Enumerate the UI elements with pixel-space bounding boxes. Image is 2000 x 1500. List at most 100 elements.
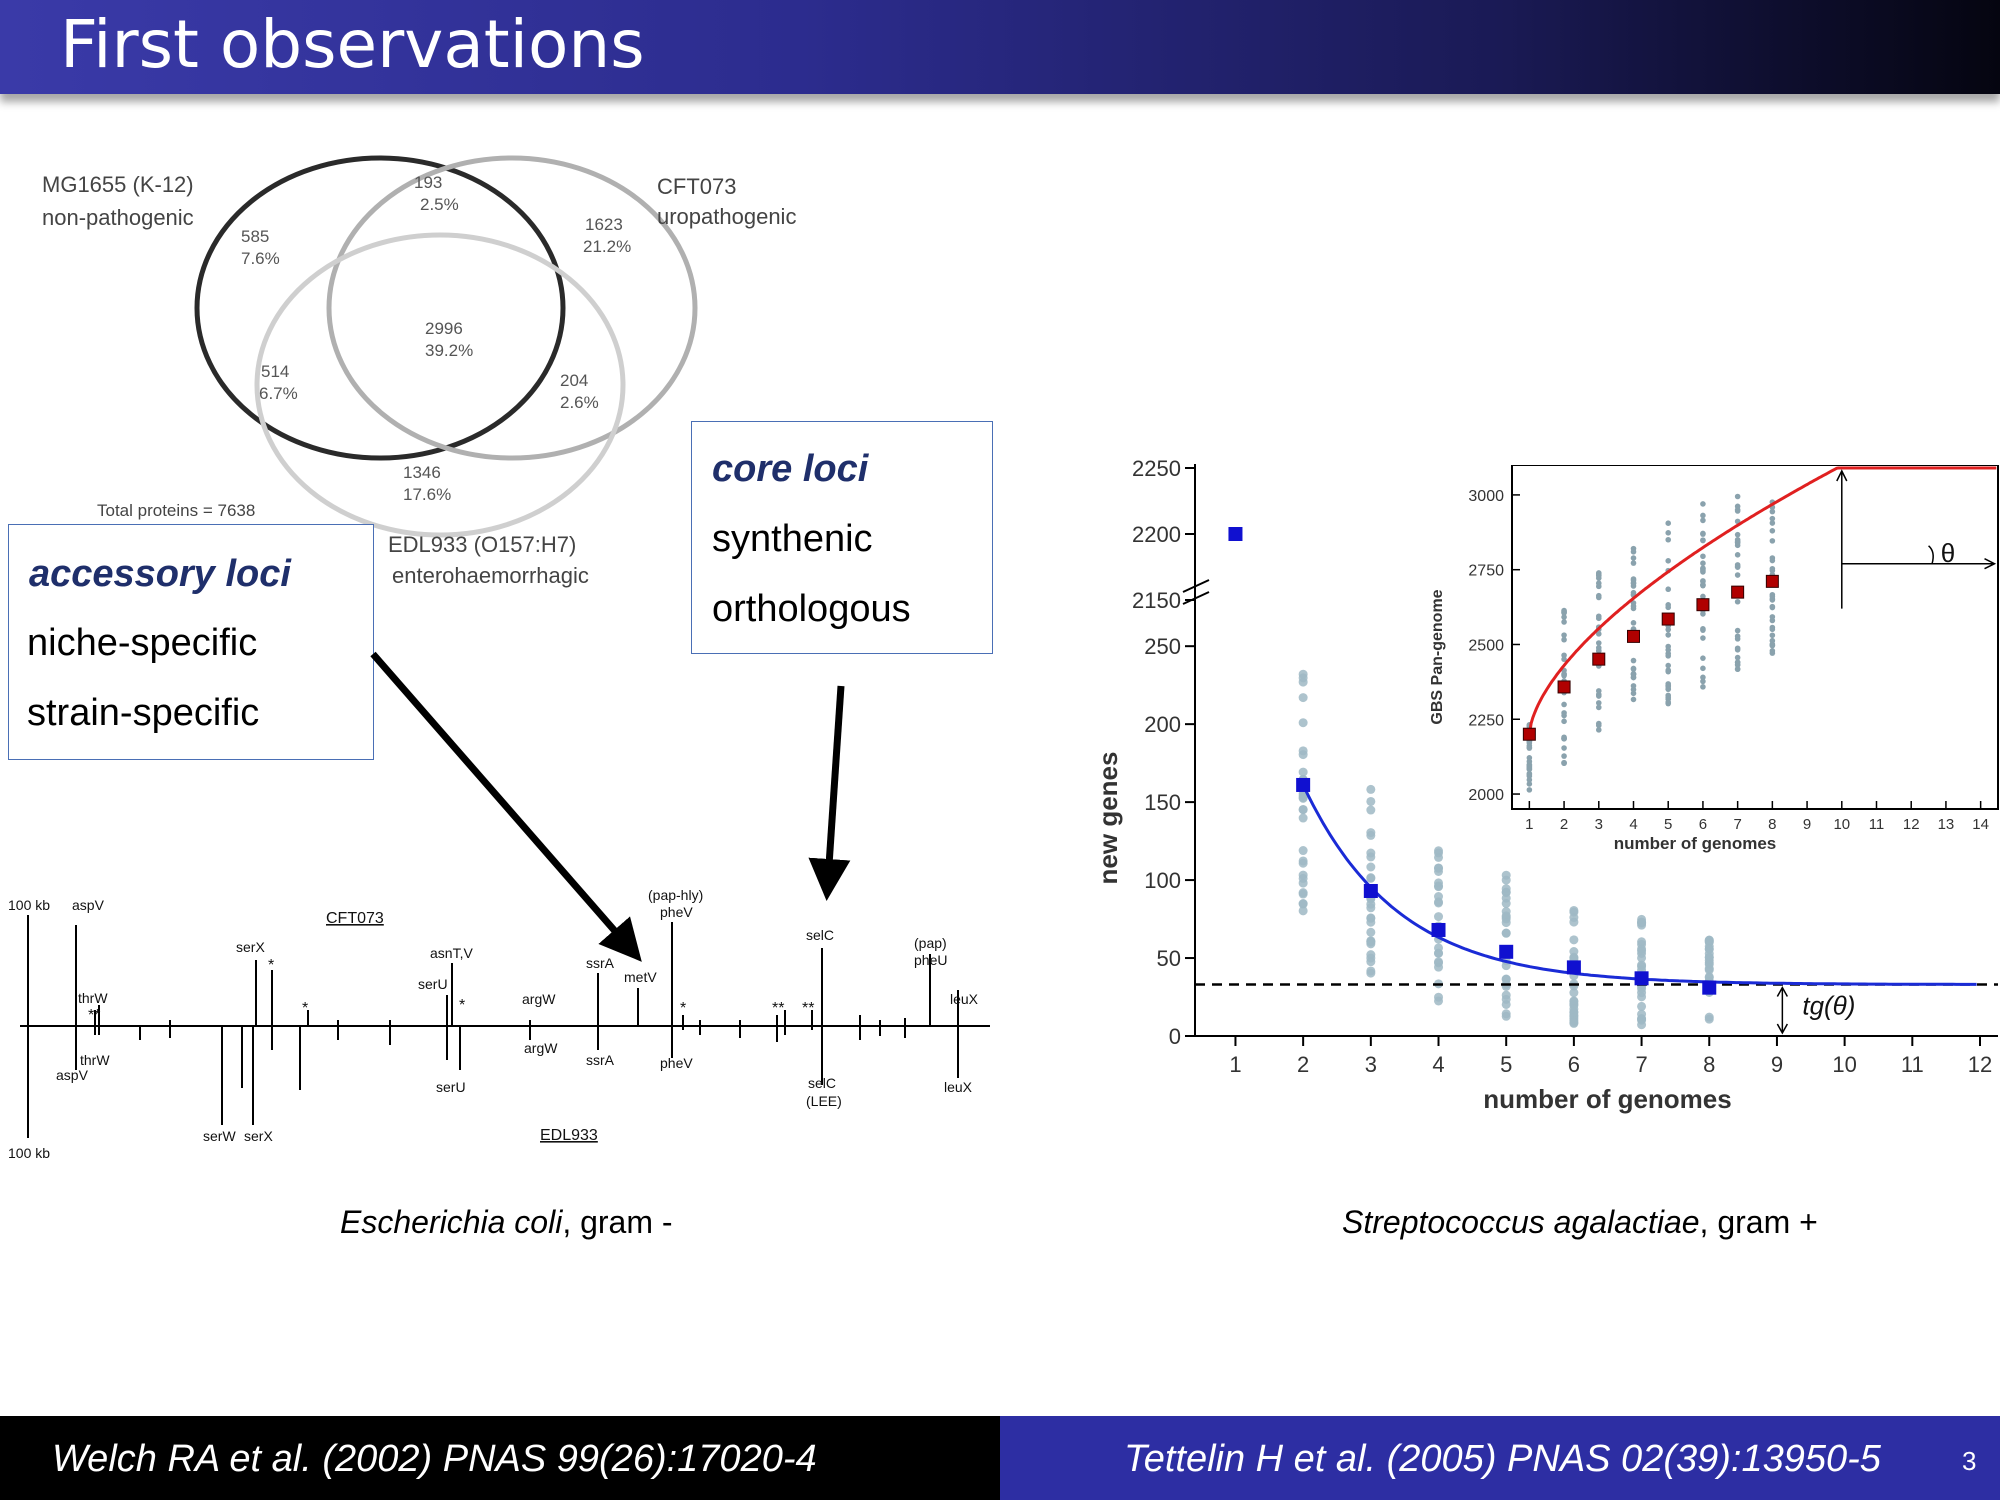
inset-x-tick-label: 8 (1768, 816, 1776, 833)
inset-replicate-point (1595, 631, 1602, 637)
venn-region-pct: 2.6% (560, 393, 599, 412)
replicate-point (1298, 718, 1308, 728)
replicate-point (1434, 957, 1444, 967)
inset-replicate-point (1630, 580, 1637, 587)
x-tick-label: 4 (1432, 1052, 1444, 1077)
gene-label: metV (624, 969, 657, 985)
inset-replicate-point (1700, 627, 1706, 633)
replicate-point (1501, 893, 1511, 903)
right-caption: Streptococcus agalactiae, gram + (1342, 1204, 1818, 1241)
inset-replicate-point (1700, 569, 1706, 575)
replicate-point (1434, 852, 1444, 862)
replicate-point (1637, 1020, 1647, 1030)
x-tick-label: 5 (1500, 1052, 1512, 1077)
inset-replicate-point (1700, 517, 1706, 524)
inset-replicate-point (1630, 657, 1637, 664)
star-marker: * (302, 1000, 308, 1017)
inset-replicate-point (1665, 699, 1672, 705)
venn-region-count: 1346 (403, 463, 441, 482)
inset-replicate-point (1665, 602, 1672, 608)
genome-map: 100 kb 100 kb CFT073 EDL933 aspV thrW se… (8, 887, 990, 1161)
replicate-point (1637, 917, 1647, 927)
inset-replicate-point (1630, 696, 1637, 703)
inset-x-tick-label: 14 (1972, 816, 1989, 833)
inset-replicate-point (1630, 690, 1637, 697)
y-tick-label: 200 (1144, 712, 1181, 737)
gene-label: pheV (660, 1055, 693, 1071)
inset-replicate-point (1769, 632, 1776, 639)
inset-x-tick-label: 2 (1560, 816, 1568, 833)
x-tick-label: 12 (1968, 1052, 1992, 1077)
replicate-point (1366, 927, 1376, 937)
inset-data-point (1522, 727, 1536, 741)
gene-label: serU (418, 976, 448, 992)
inset-replicate-point (1700, 501, 1706, 507)
inset-replicate-point (1700, 582, 1706, 588)
inset-replicate-point (1526, 766, 1533, 773)
replicate-point (1298, 888, 1308, 898)
inset-y-tick-label: 3000 (1468, 488, 1504, 505)
inset-replicate-point (1595, 592, 1602, 599)
y-tick-label: 50 (1157, 946, 1181, 971)
theta-annotation: θ (1941, 538, 1955, 568)
tg-arrowhead (1776, 1023, 1789, 1035)
replicate-point (1569, 1017, 1579, 1027)
inset-replicate-point (1734, 633, 1741, 640)
inset-replicate-point (1769, 650, 1776, 656)
replicate-point (1434, 846, 1444, 856)
replicate-point (1434, 881, 1444, 891)
accessory-loci-line: strain-specific (27, 692, 260, 734)
inset-replicate-point (1734, 552, 1741, 558)
venn-region-pct: 39.2% (425, 341, 473, 360)
gene-label: (pap-hly) (648, 887, 703, 903)
venn-circle-mg1655 (194, 155, 566, 461)
gene-label: pheU (914, 952, 947, 968)
inset-replicate-point (1561, 614, 1567, 620)
inset-replicate-point (1561, 652, 1567, 659)
replicate-point (1298, 813, 1308, 823)
venn-region-count: 2996 (425, 319, 463, 338)
theta-arrowhead (1984, 558, 1997, 570)
core-loci-heading: core loci (712, 448, 869, 490)
inset-x-tick-label: 7 (1733, 816, 1741, 833)
inset-replicate-point (1665, 520, 1672, 527)
star-marker: * (268, 957, 274, 974)
inset-replicate-point (1769, 538, 1776, 544)
gene-label: leuX (950, 991, 979, 1007)
inset-x-tick-label: 13 (1938, 816, 1955, 833)
venn-strain3-name: EDL933 (O157:H7) (388, 532, 577, 557)
inset-replicate-point (1665, 683, 1672, 690)
replicate-point (1704, 958, 1714, 968)
core-loci-line: orthologous (712, 588, 911, 630)
inset-replicate-point (1595, 640, 1602, 646)
inset-replicate-point (1700, 578, 1706, 584)
tg-annotation: tg(θ) (1802, 991, 1855, 1021)
venn-region-pct: 17.6% (403, 485, 451, 504)
slide-title: First observations (60, 6, 645, 83)
inset-replicate-point (1769, 515, 1776, 522)
inset-replicate-point (1769, 603, 1776, 610)
data-point (1363, 883, 1378, 898)
gene-label: selC (806, 927, 834, 943)
y-axis-label: new genes (1093, 752, 1123, 885)
replicate-point (1637, 1009, 1647, 1019)
inset-data-point (1557, 680, 1571, 694)
inset-replicate-point (1734, 666, 1741, 673)
venn-strain1-name: MG1655 (K-12) (42, 172, 194, 197)
inset-replicate-point (1595, 644, 1602, 651)
replicate-point (1569, 988, 1579, 998)
theta-arrowhead (1836, 469, 1848, 482)
data-point (1499, 944, 1514, 959)
footer-left-band (0, 1416, 1000, 1500)
y-tick-label: 2250 (1132, 456, 1181, 481)
title-bar: First observations (0, 0, 2000, 94)
venn-strain2-desc: uropathogenic (657, 204, 796, 229)
replicate-point (1298, 804, 1308, 814)
x-tick-label: 6 (1568, 1052, 1580, 1077)
replicate-point (1298, 870, 1308, 880)
replicate-point (1366, 939, 1376, 949)
venn-circle-cft073 (326, 155, 698, 461)
star-marker: ** (802, 1000, 814, 1017)
star-marker: * (459, 997, 465, 1014)
inset-replicate-point (1595, 613, 1602, 620)
